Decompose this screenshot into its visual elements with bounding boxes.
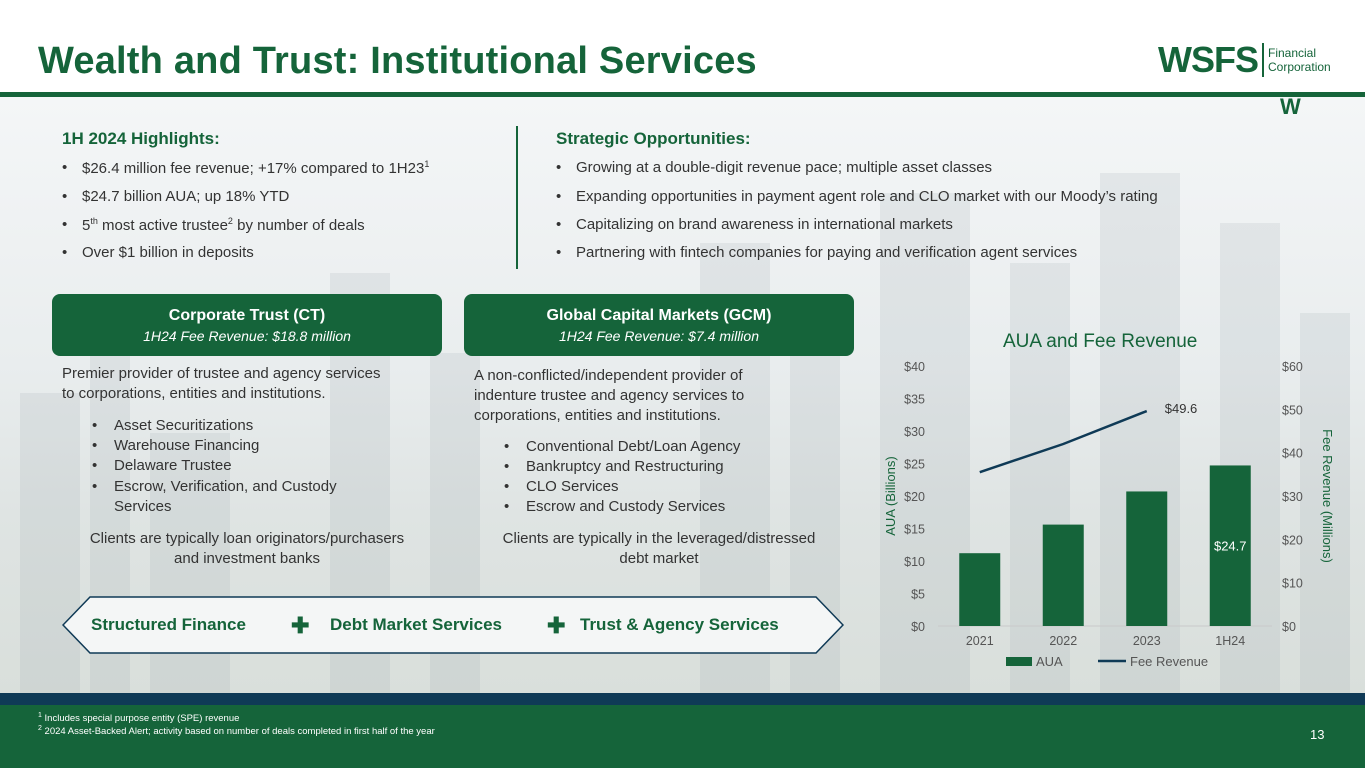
ct-item: Asset Securitizations — [92, 416, 253, 436]
gcm-title: Global Capital Markets (GCM) — [546, 307, 772, 324]
ct-header: Corporate Trust (CT) 1H24 Fee Revenue: $… — [52, 294, 442, 356]
logo-line2: Corporation — [1268, 60, 1331, 74]
gcm-header: Global Capital Markets (GCM) 1H24 Fee Re… — [464, 294, 854, 356]
title-divider — [0, 92, 1365, 97]
ct-item-continued: Services — [114, 498, 172, 515]
ct-title: Corporate Trust (CT) — [168, 307, 326, 324]
plus-icon: ✚ — [291, 613, 310, 638]
logo-line1: Financial — [1268, 46, 1317, 60]
footer-stripe — [0, 693, 1365, 705]
strategic-item: Partnering with fintech companies for pa… — [556, 244, 1077, 261]
gcm-clients: Clients are typically in the leveraged/d… — [502, 530, 816, 567]
ct-item: Delaware Trustee — [92, 456, 231, 476]
gcm-item: CLO Services — [504, 477, 618, 497]
ct-clients: Clients are typically loan originators/p… — [89, 530, 405, 567]
ct-description: Premier provider of trustee and agency s… — [62, 365, 381, 402]
footnote-2: 2 2024 Asset-Backed Alert; activity base… — [38, 725, 435, 738]
gcm-item: Bankruptcy and Restructuring — [504, 457, 724, 477]
banner-debt-market-services: Debt Market Services — [330, 615, 502, 634]
highlights-heading: 1H 2024 Highlights: — [62, 129, 220, 148]
logo-w-mark: W — [1280, 94, 1301, 119]
ct-item: Escrow, Verification, and Custody — [92, 477, 337, 497]
strategic-item: Growing at a double-digit revenue pace; … — [556, 159, 992, 176]
plus-icon: ✚ — [547, 613, 566, 638]
services-banner: Structured Finance ✚ Debt Market Service… — [62, 596, 844, 654]
gcm-item: Conventional Debt/Loan Agency — [504, 437, 740, 457]
strategic-heading: Strategic Opportunities: — [556, 129, 751, 148]
chart-title: AUA and Fee Revenue — [1003, 331, 1198, 352]
logo-wordmark: WSFS — [1158, 39, 1259, 80]
strategic-item: Capitalizing on brand awareness in inter… — [556, 216, 953, 233]
highlight-item: 5th most active trustee2 by number of de… — [62, 216, 365, 234]
highlight-item: Over $1 billion in deposits — [62, 244, 254, 261]
ct-subtitle: 1H24 Fee Revenue: $18.8 million — [143, 328, 351, 344]
highlight-item: $26.4 million fee revenue; +17% compared… — [62, 159, 429, 177]
page-number: 13 — [1310, 727, 1325, 742]
banner-structured-finance: Structured Finance — [91, 615, 246, 634]
gcm-subtitle: 1H24 Fee Revenue: $7.4 million — [558, 328, 759, 344]
footnote-1: 1 Includes special purpose entity (SPE) … — [38, 712, 240, 725]
footer — [0, 705, 1365, 768]
gcm-description: A non-conflicted/independent provider of… — [474, 367, 745, 424]
page-title: Wealth and Trust: Institutional Services — [38, 40, 757, 82]
column-divider — [516, 126, 518, 269]
banner-trust-agency-services: Trust & Agency Services — [580, 615, 779, 634]
company-logo: WSFS Financial Corporation — [1158, 39, 1331, 80]
strategic-item: Expanding opportunities in payment agent… — [556, 188, 1158, 205]
highlight-item: $24.7 billion AUA; up 18% YTD — [62, 188, 289, 205]
ct-item: Warehouse Financing — [92, 436, 259, 456]
gcm-item: Escrow and Custody Services — [504, 497, 725, 517]
